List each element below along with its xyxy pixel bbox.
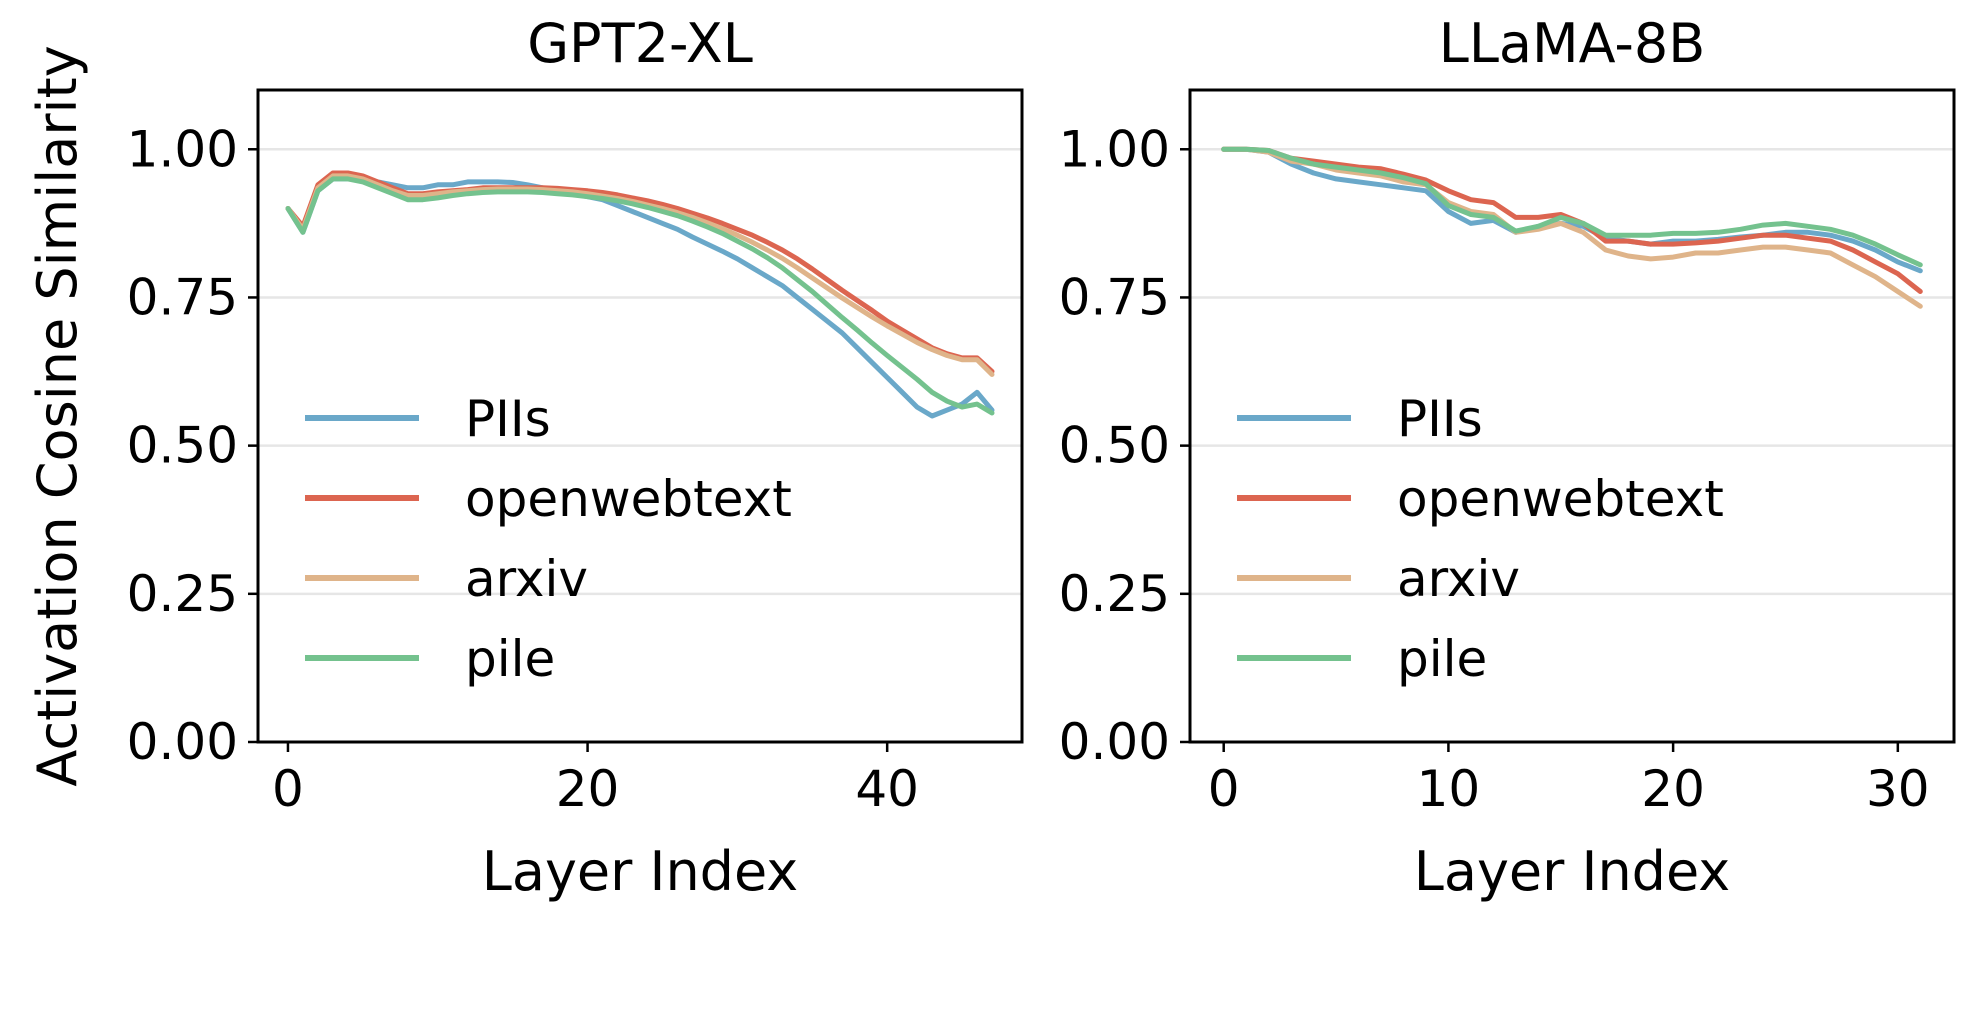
legend-label: openwebtext bbox=[1397, 470, 1724, 528]
legend-label: pile bbox=[1397, 630, 1487, 688]
legend-label: openwebtext bbox=[465, 470, 792, 528]
series-group bbox=[1221, 146, 1923, 309]
ticks-group: 0.00 0.25 0.50 0.75 1.00 0 20 40 bbox=[127, 120, 919, 818]
x-tick-label: 30 bbox=[1866, 760, 1930, 818]
legend-label: PIIs bbox=[465, 390, 551, 448]
legend-label: pile bbox=[465, 630, 555, 688]
y-tick-label: 0.25 bbox=[1059, 565, 1170, 623]
x-tick-label: 20 bbox=[1641, 760, 1705, 818]
x-axis-label: Layer Index bbox=[482, 840, 798, 903]
x-tick-label: 40 bbox=[855, 760, 919, 818]
legend-label: arxiv bbox=[465, 550, 588, 608]
series-line-arxiv bbox=[1221, 146, 1923, 309]
y-tick-label: 0.75 bbox=[1059, 268, 1170, 326]
series-line-piis bbox=[285, 176, 995, 419]
y-tick-label: 1.00 bbox=[127, 120, 238, 178]
panel-gpt2-xl: GPT2-XL 0.00 0.25 0.50 0.75 1.00 0 20 40 Layer … bbox=[26, 12, 1024, 903]
y-tick-label: 0.50 bbox=[127, 417, 238, 475]
legend: PIIs openwebtext arxiv pile bbox=[1237, 390, 1724, 688]
series-line-pile bbox=[1221, 146, 1923, 268]
y-tick-label: 0.00 bbox=[127, 713, 238, 771]
y-tick-label: 1.00 bbox=[1059, 120, 1170, 178]
y-tick-label: 0.25 bbox=[127, 565, 238, 623]
panel-title: GPT2-XL bbox=[527, 12, 753, 75]
ticks-group: 0.00 0.25 0.50 0.75 1.00 0 10 20 30 bbox=[1059, 120, 1930, 818]
plot-frame bbox=[256, 88, 1024, 744]
grid-group bbox=[258, 148, 1022, 744]
legend-label: PIIs bbox=[1397, 390, 1483, 448]
panel-title: LLaMA-8B bbox=[1439, 12, 1706, 75]
x-tick-label: 20 bbox=[556, 760, 620, 818]
plot-frame bbox=[1188, 88, 1956, 744]
x-tick-label: 0 bbox=[272, 760, 304, 818]
y-tick-label: 0.50 bbox=[1059, 417, 1170, 475]
y-tick-label: 0.75 bbox=[127, 268, 238, 326]
legend-label: arxiv bbox=[1397, 550, 1520, 608]
series-line-pile bbox=[285, 176, 995, 416]
x-axis-label: Layer Index bbox=[1414, 840, 1730, 903]
legend: PIIs openwebtext arxiv pile bbox=[305, 390, 792, 688]
y-tick-label: 0.00 bbox=[1059, 713, 1170, 771]
series-line-piis bbox=[1221, 146, 1923, 274]
x-tick-label: 10 bbox=[1417, 760, 1481, 818]
series-group bbox=[285, 170, 995, 419]
panel-llama-8b: LLaMA-8B 0.00 0.25 0.50 0.75 1.00 0 10 20 30 Lay… bbox=[1059, 12, 1956, 903]
x-tick-label: 0 bbox=[1208, 760, 1240, 818]
y-axis-label: Activation Cosine Similarity bbox=[26, 45, 89, 786]
